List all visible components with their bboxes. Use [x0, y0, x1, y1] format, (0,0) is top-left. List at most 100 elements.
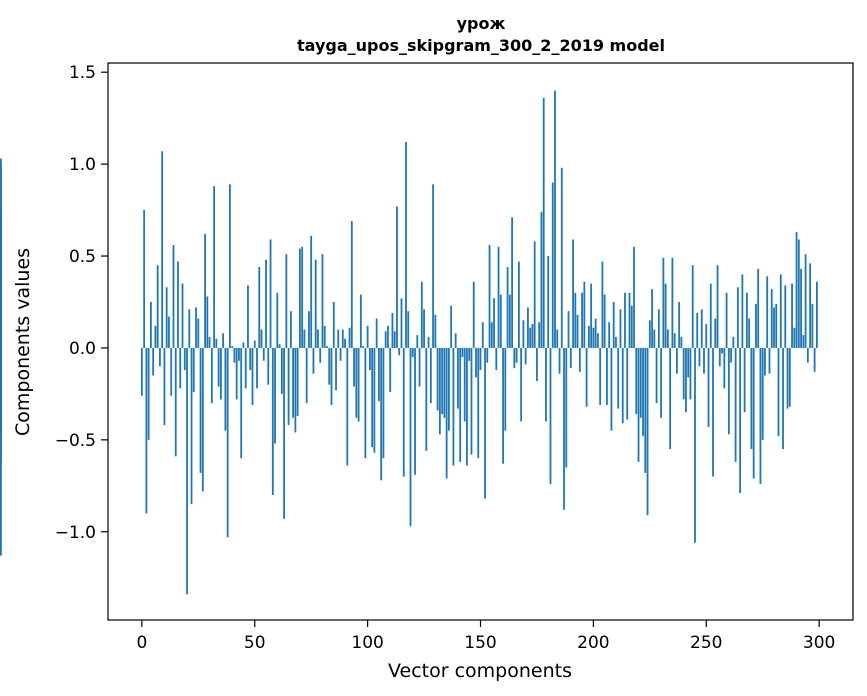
bar-181: [549, 347, 552, 484]
bar-263: [734, 347, 737, 462]
bar-61: [278, 344, 281, 348]
bar-134: [443, 347, 446, 418]
bar-272: [755, 303, 757, 348]
bar-86: [335, 347, 337, 391]
bar-190: [569, 347, 572, 369]
bar-112: [393, 331, 396, 348]
bar-174: [533, 241, 536, 348]
bar-200: [592, 327, 595, 348]
bar-151: [481, 322, 484, 348]
bar-6: [154, 325, 157, 348]
bar-184: [556, 329, 559, 348]
bar-30: [208, 336, 211, 348]
bar-198: [587, 325, 590, 348]
bar-39: [229, 184, 231, 348]
bar-231: [662, 257, 665, 348]
bar-152: [484, 347, 486, 499]
bar-188: [565, 347, 568, 468]
x-tick-label: 50: [244, 633, 266, 653]
bar-273: [757, 268, 760, 348]
bar-101: [368, 347, 371, 370]
bar-204: [601, 261, 604, 348]
bar-70: [298, 248, 301, 348]
bar-94: [353, 347, 355, 387]
bar-142: [461, 347, 464, 358]
bar-63: [283, 347, 285, 519]
bar-170: [524, 347, 527, 365]
bar-240: [682, 347, 685, 400]
bar-44: [240, 347, 243, 459]
bar-3: [147, 347, 150, 440]
x-tick-label: 100: [351, 633, 383, 653]
bar-243: [689, 347, 692, 400]
bar-91: [346, 347, 349, 466]
bar-249: [703, 347, 705, 374]
bar-192: [574, 292, 577, 348]
bar-88: [339, 347, 342, 361]
bar-226: [651, 289, 653, 348]
bar-251: [707, 347, 710, 427]
bar-270: [750, 347, 753, 450]
bar-157: [495, 347, 498, 370]
bar-295: [806, 347, 809, 363]
bar-179: [545, 347, 547, 422]
bar-193: [576, 314, 579, 348]
bar-262: [732, 336, 735, 348]
bar-141: [459, 347, 462, 462]
y-tick-label: 1.5: [69, 63, 96, 83]
bar-203: [599, 347, 602, 405]
bar-282: [777, 347, 780, 437]
bar-268: [745, 292, 748, 348]
bar-102: [371, 347, 374, 448]
bar-132: [438, 347, 441, 435]
x-tick-label: 200: [577, 633, 609, 653]
bar-196: [583, 281, 586, 348]
bar-109: [387, 325, 389, 348]
bar-82: [326, 346, 328, 348]
bar-225: [648, 320, 651, 348]
bar-168: [520, 347, 523, 422]
bar-235: [671, 257, 674, 348]
bar-4: [149, 301, 152, 348]
bar-113: [396, 206, 398, 348]
bar-73: [305, 347, 308, 404]
bar-9: [161, 151, 164, 348]
bar-72: [303, 329, 306, 348]
bar-223: [644, 347, 647, 473]
bar-37: [224, 347, 227, 431]
bar-178: [542, 97, 545, 348]
bar-276: [764, 347, 766, 376]
bar-171: [527, 307, 529, 348]
bar-253: [712, 347, 714, 477]
bar-211: [617, 347, 620, 409]
bar-50: [253, 340, 256, 348]
x-tick-label: 250: [690, 633, 722, 653]
bar-229: [657, 309, 660, 348]
bar-232: [664, 283, 667, 348]
x-axis-label: Vector components: [388, 660, 572, 682]
bar-169: [522, 320, 525, 348]
bar-110: [389, 347, 392, 393]
bar-252: [709, 283, 712, 348]
bar-299: [815, 281, 818, 348]
bar-197: [585, 347, 588, 407]
bar-233: [666, 329, 669, 348]
y-tick-label: −0.5: [55, 431, 96, 451]
bar-19: [183, 347, 186, 370]
bar-176: [538, 322, 541, 348]
bar-123: [418, 347, 421, 387]
bar-92: [348, 327, 351, 348]
bar-278: [768, 347, 771, 374]
bar-238: [678, 301, 681, 348]
bar-126: [425, 347, 428, 451]
bar-239: [680, 336, 683, 348]
bar-161: [504, 347, 507, 431]
bar-244: [691, 265, 694, 348]
bar-133: [441, 347, 444, 415]
bar-246: [696, 313, 699, 348]
bar-64: [285, 254, 288, 348]
bar-182: [551, 182, 554, 348]
bar-89: [341, 329, 344, 348]
bar-38: [226, 347, 229, 538]
bar-221: [639, 347, 642, 418]
